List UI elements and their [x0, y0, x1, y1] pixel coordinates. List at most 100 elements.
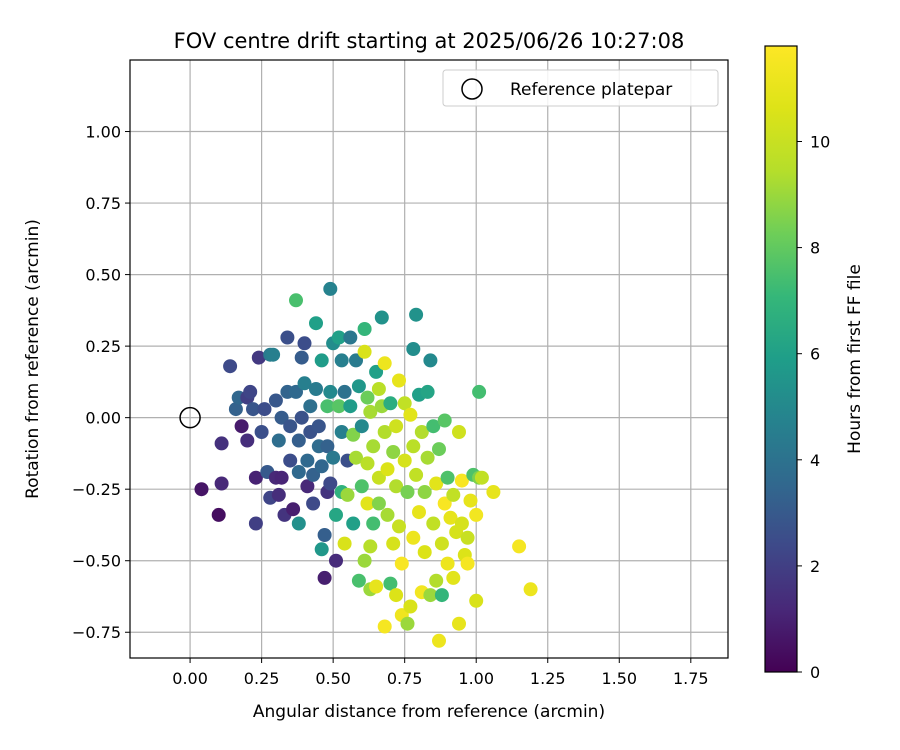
scatter-point [360, 390, 375, 405]
scatter-point [512, 539, 527, 554]
colorbar-tick-label: 10 [810, 132, 830, 151]
scatter-point [306, 496, 321, 511]
scatter-point [314, 459, 329, 474]
y-tick-label: 0.00 [85, 409, 121, 428]
x-tick-label: 1.25 [530, 669, 566, 688]
scatter-point [392, 519, 406, 534]
scatter-point [380, 462, 395, 477]
scatter-point [214, 436, 229, 451]
scatter-point [400, 616, 415, 631]
scatter-point [274, 410, 289, 425]
scatter-point [434, 536, 449, 551]
scatter-point [432, 442, 446, 457]
y-tick-label: −0.75 [72, 623, 121, 642]
scatter-point [426, 516, 441, 531]
scatter-point [291, 516, 306, 531]
scatter-point [211, 507, 226, 522]
scatter-point [320, 439, 335, 454]
scatter-point [194, 482, 209, 497]
scatter-point [283, 419, 298, 434]
y-tick-label: 0.75 [85, 194, 121, 213]
scatter-point [377, 619, 392, 634]
scatter-point [309, 316, 323, 331]
y-tick-label: 1.00 [85, 123, 121, 142]
x-tick-label: 1.50 [601, 669, 637, 688]
scatter-point [474, 470, 489, 485]
x-tick-label: 1.00 [458, 669, 494, 688]
scatter-point [331, 399, 346, 414]
scatter-point [351, 379, 366, 394]
scatter-point [360, 496, 375, 511]
x-tick-label: 0.25 [244, 669, 280, 688]
scatter-point [523, 582, 538, 597]
scatter-point [366, 439, 381, 454]
scatter-point [349, 450, 363, 465]
scatter-point [337, 384, 352, 399]
scatter-point [463, 493, 478, 508]
colorbar-tick-label: 4 [810, 451, 820, 470]
scatter-point [360, 456, 375, 471]
scatter-point [454, 473, 469, 488]
scatter-point [306, 467, 321, 482]
scatter-point [354, 479, 369, 494]
scatter-point [371, 470, 386, 485]
scatter-point [412, 505, 426, 520]
scatter-point [311, 419, 326, 434]
scatter-point [383, 576, 398, 591]
y-axis-ticks: −0.75 −0.50 −0.25 0.00 0.25 0.50 0.75 1.00 [72, 123, 130, 642]
scatter-point [437, 496, 452, 511]
scatter-point [423, 588, 438, 603]
scatter-point [268, 393, 283, 408]
x-tick-label: 0.00 [172, 669, 208, 688]
scatter-point [289, 384, 303, 399]
colorbar-label: Hours from first FF file [845, 264, 865, 454]
scatter-point [334, 353, 349, 368]
scatter-point [434, 588, 449, 603]
scatter-point [337, 536, 352, 551]
scatter-point [251, 350, 266, 365]
scatter-point [426, 419, 441, 434]
scatter-point [314, 353, 329, 368]
legend: Reference platepar [442, 69, 719, 107]
scatter-point [286, 502, 301, 517]
scatter-point [294, 350, 309, 365]
scatter-point [437, 413, 452, 428]
x-axis-label: Angular distance from reference (arcmin) [253, 702, 605, 722]
plot-frame [129, 59, 729, 659]
y-tick-label: 0.50 [85, 266, 121, 285]
scatter-point [228, 402, 243, 417]
scatter-point [248, 470, 263, 485]
scatter-point [486, 485, 501, 499]
scatter-point [363, 404, 378, 419]
scatter-point [314, 542, 329, 557]
scatter-point [234, 419, 249, 434]
scatter-point [351, 573, 366, 588]
scatter-point [452, 425, 466, 439]
scatter-point [223, 359, 238, 374]
scatter-point [389, 479, 404, 494]
scatter-point [394, 556, 409, 571]
scatter-point [326, 450, 341, 465]
scatter-point [440, 556, 455, 571]
scatter-point [460, 530, 475, 545]
scatter-point [371, 496, 386, 511]
scatter-point [409, 467, 424, 482]
scatter-point [346, 516, 361, 531]
scatter-point [440, 470, 455, 485]
scatter-point [460, 556, 475, 571]
scatter-point [357, 322, 372, 336]
y-tick-label: −0.50 [72, 552, 121, 571]
scatter-point [400, 485, 415, 499]
scatter-point [297, 376, 312, 391]
scatter-point [432, 633, 446, 648]
y-tick-label: −0.25 [72, 480, 121, 499]
scatter-point [300, 453, 315, 468]
scatter-point [417, 545, 432, 560]
scatter-point [280, 330, 295, 345]
scatter-point [303, 399, 318, 414]
scatter-point [403, 407, 418, 422]
colorbar: 0 2 4 6 8 10 Hours from first FF file [764, 45, 865, 682]
scatter-point [420, 384, 435, 399]
scatter-point [243, 384, 258, 399]
